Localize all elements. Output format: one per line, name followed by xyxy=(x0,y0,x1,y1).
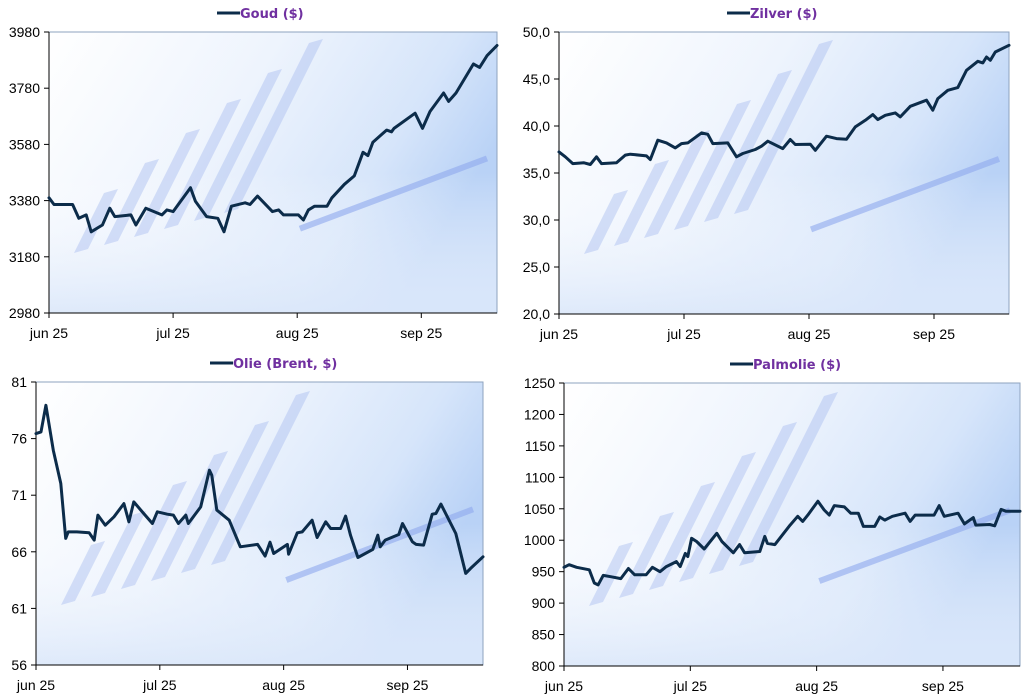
chart-3: 800 850 900 950 1000 1050 1100 1150 1200 1250 jun … xyxy=(524,358,1022,694)
background-bar-decoration xyxy=(151,451,228,581)
y-tick-label: 800 xyxy=(532,658,556,674)
background-bar-decoration xyxy=(739,392,838,566)
y-tick-label: 76 xyxy=(11,431,27,447)
y-tick-label: 900 xyxy=(532,595,556,611)
chart-2: 56 61 66 71 76 81 jun 25 jul 25 aug 25 sep 25 Olie… xyxy=(11,357,485,693)
background-bar-decoration xyxy=(91,511,146,597)
background-trend-decoration xyxy=(818,507,1012,584)
y-tick-label: 3980 xyxy=(9,24,40,40)
background-bar-decoration xyxy=(181,421,269,573)
y-tick-label: 45,0 xyxy=(523,71,550,87)
x-tick-label: jul 25 xyxy=(673,678,708,694)
background-bar-decoration xyxy=(679,452,756,582)
y-tick-label: 66 xyxy=(11,544,27,560)
x-tick-label: sep 25 xyxy=(922,678,964,694)
y-tick-label: 61 xyxy=(11,600,27,616)
x-tick-label: aug 25 xyxy=(795,678,838,694)
y-tick-label: 35,0 xyxy=(523,165,550,181)
y-tick-label: 71 xyxy=(11,487,27,503)
x-tick-label: aug 25 xyxy=(262,677,305,693)
chart-title: Goud ($) xyxy=(240,7,304,22)
y-tick-label: 3780 xyxy=(9,80,40,96)
x-tick-label: jun 25 xyxy=(29,325,68,341)
y-tick-label: 3380 xyxy=(9,193,40,209)
series-line xyxy=(562,499,1022,587)
background-bar-decoration xyxy=(584,190,628,254)
background-bar-decoration xyxy=(224,39,323,213)
x-tick-label: sep 25 xyxy=(400,325,442,341)
y-tick-label: 3180 xyxy=(9,249,40,265)
background-bar-decoration xyxy=(74,189,118,253)
plot-background-shade xyxy=(36,382,483,665)
x-tick-label: jul 25 xyxy=(666,326,701,342)
y-tick-label: 950 xyxy=(532,564,556,580)
series-line xyxy=(34,403,485,575)
x-tick-label: aug 25 xyxy=(788,326,831,342)
y-tick-label: 25,0 xyxy=(523,259,550,275)
y-tick-label: 3580 xyxy=(9,136,40,152)
background-bar-decoration xyxy=(61,541,105,605)
plot-background-shade xyxy=(49,32,497,313)
x-tick-label: jun 25 xyxy=(544,678,583,694)
background-bar-decoration xyxy=(121,481,187,589)
background-trend-decoration xyxy=(809,156,1001,233)
y-tick-label: 1100 xyxy=(525,469,555,485)
x-tick-label: jun 25 xyxy=(16,677,55,693)
background-bar-decoration xyxy=(211,391,310,565)
x-tick-label: jun 25 xyxy=(539,326,578,342)
x-tick-label: sep 25 xyxy=(386,677,428,693)
y-tick-label: 1050 xyxy=(524,501,555,517)
y-tick-label: 50,0 xyxy=(523,24,550,40)
chart-title: Zilver ($) xyxy=(750,7,818,22)
y-tick-label: 20,0 xyxy=(523,306,550,322)
y-tick-label: 81 xyxy=(11,374,27,390)
y-tick-label: 56 xyxy=(11,657,27,673)
background-bar-decoration xyxy=(734,40,833,214)
chart-0: 2980 3180 3380 3580 3780 3980 jun 25 jul 25 aug … xyxy=(9,7,499,341)
chart-title: Olie (Brent, $) xyxy=(233,357,337,372)
chart-title: Palmolie ($) xyxy=(753,358,841,373)
x-tick-label: aug 25 xyxy=(276,325,319,341)
series-line xyxy=(557,43,1011,166)
x-tick-label: sep 25 xyxy=(913,326,955,342)
background-bar-decoration xyxy=(709,422,797,574)
background-bar-decoration xyxy=(194,69,282,221)
y-tick-label: 1000 xyxy=(524,532,555,548)
background-bar-decoration xyxy=(614,160,669,246)
background-bar-decoration xyxy=(619,512,674,598)
series-line xyxy=(47,44,499,234)
y-tick-label: 1150 xyxy=(525,438,555,454)
y-tick-label: 2980 xyxy=(9,305,40,321)
x-tick-label: jul 25 xyxy=(142,677,177,693)
background-trend-decoration xyxy=(298,155,489,232)
plot-background-shade xyxy=(559,32,1009,314)
background-bar-decoration xyxy=(589,542,633,606)
chart-1: 20,0 25,0 30,0 35,0 40,0 45,0 50,0 jun 25 jul 25… xyxy=(523,7,1011,342)
background-bar-decoration xyxy=(704,70,792,222)
y-tick-label: 40,0 xyxy=(523,118,550,134)
y-tick-label: 850 xyxy=(532,627,556,643)
y-tick-label: 1200 xyxy=(524,406,555,422)
x-tick-label: jul 25 xyxy=(155,325,190,341)
background-bar-decoration xyxy=(104,159,159,245)
background-bar-decoration xyxy=(644,130,710,238)
y-tick-label: 30,0 xyxy=(523,212,550,228)
y-tick-label: 1250 xyxy=(524,375,555,391)
background-bar-decoration xyxy=(649,482,715,590)
background-bar-decoration xyxy=(674,100,751,230)
